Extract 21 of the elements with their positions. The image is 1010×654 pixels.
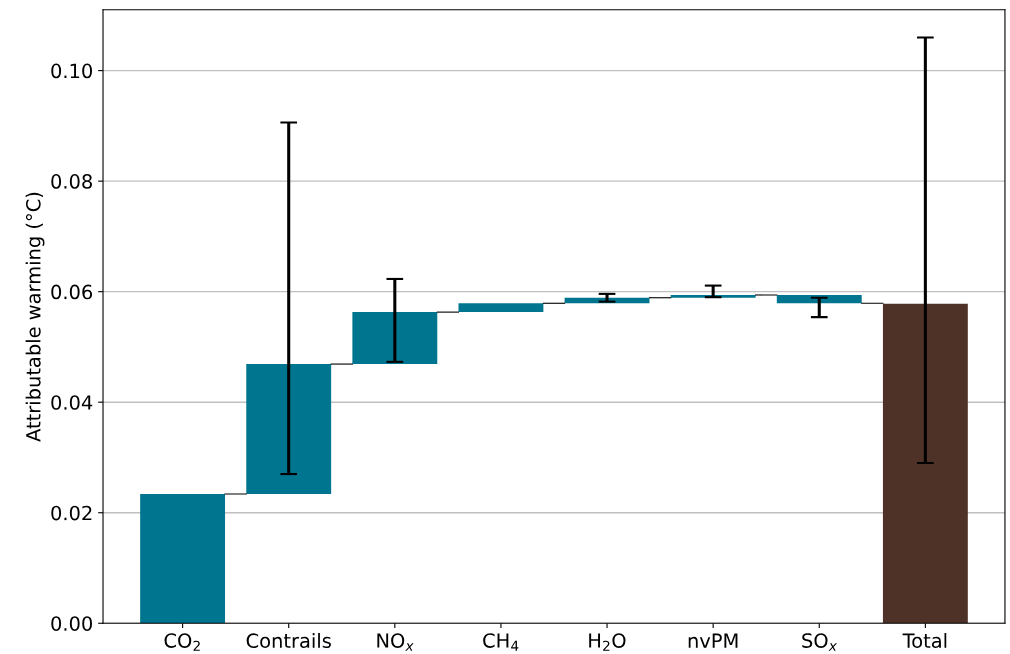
x-tick-label: NO$_{x}$ [377, 633, 414, 651]
x-tick-label: nvPM [688, 633, 738, 648]
x-tick-label: CO$_{2}$ [164, 633, 200, 651]
x-tick-label: CH$_{4}$ [483, 633, 519, 651]
y-tick-label: 0.00 [51, 616, 93, 631]
bar [458, 303, 544, 313]
bar [140, 493, 226, 624]
y-axis-title: Attributable warming (°C) [25, 192, 45, 442]
y-tick-label: 0.10 [51, 63, 93, 79]
bar [352, 312, 438, 365]
x-tick-label: Contrails [246, 632, 331, 649]
y-tick-label: 0.02 [51, 505, 92, 521]
y-tick-label: 0.06 [51, 284, 93, 300]
bar [882, 303, 968, 624]
y-tick-label: 0.04 [51, 395, 93, 410]
x-tick-label: SO$_{x}$ [802, 633, 837, 651]
bar [776, 294, 862, 304]
x-tick-label: H$_{2}$O [589, 633, 626, 651]
y-tick-label: 0.08 [51, 174, 92, 189]
bar [246, 364, 332, 494]
x-tick-label: Total [902, 632, 947, 649]
